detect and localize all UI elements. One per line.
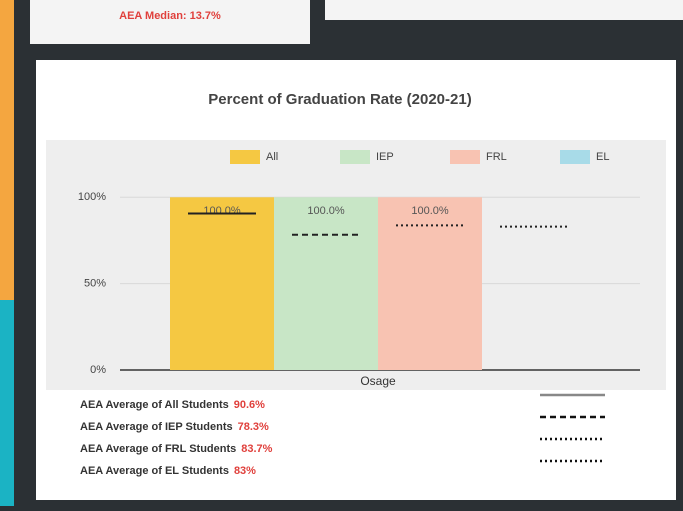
legend-label: All xyxy=(266,151,278,163)
y-tick-label: 100% xyxy=(78,191,106,203)
reference-name: AEA Average of All Students xyxy=(80,399,229,411)
reference-value: 90.6% xyxy=(234,399,265,411)
reference-name: AEA Average of FRL Students xyxy=(80,443,236,455)
reference-name: AEA Average of EL Students xyxy=(80,465,229,477)
bar xyxy=(378,197,482,370)
data-label: 100.0% xyxy=(307,205,345,217)
side-strip xyxy=(0,0,14,300)
legend-swatch xyxy=(230,150,260,164)
legend-label: EL xyxy=(596,151,609,163)
kpi-card xyxy=(325,0,683,20)
legend-label: FRL xyxy=(486,151,507,163)
reference-name: AEA Average of IEP Students xyxy=(80,421,233,433)
bar xyxy=(274,197,378,370)
side-strip xyxy=(0,300,14,506)
page: AEA Median: 13.7% Percent of Graduation … xyxy=(0,0,683,506)
legend-swatch xyxy=(450,150,480,164)
x-tick-label: Osage xyxy=(360,374,396,388)
legend-swatch xyxy=(560,150,590,164)
y-tick-label: 0% xyxy=(90,364,106,376)
reference-value: 78.3% xyxy=(238,421,269,433)
data-label: 100.0% xyxy=(203,205,241,217)
screen: AEA Median: 13.7% Percent of Graduation … xyxy=(0,0,683,506)
legend-swatch xyxy=(340,150,370,164)
kpi-text: AEA Median: 13.7% xyxy=(119,10,221,22)
chart-title: Percent of Graduation Rate (2020-21) xyxy=(208,91,471,108)
reference-value: 83.7% xyxy=(241,443,272,455)
reference-value: 83% xyxy=(234,465,256,477)
kpi-card xyxy=(30,0,310,44)
legend-label: IEP xyxy=(376,151,394,163)
data-label: 100.0% xyxy=(411,205,449,217)
y-tick-label: 50% xyxy=(84,278,106,290)
bar xyxy=(170,197,274,370)
